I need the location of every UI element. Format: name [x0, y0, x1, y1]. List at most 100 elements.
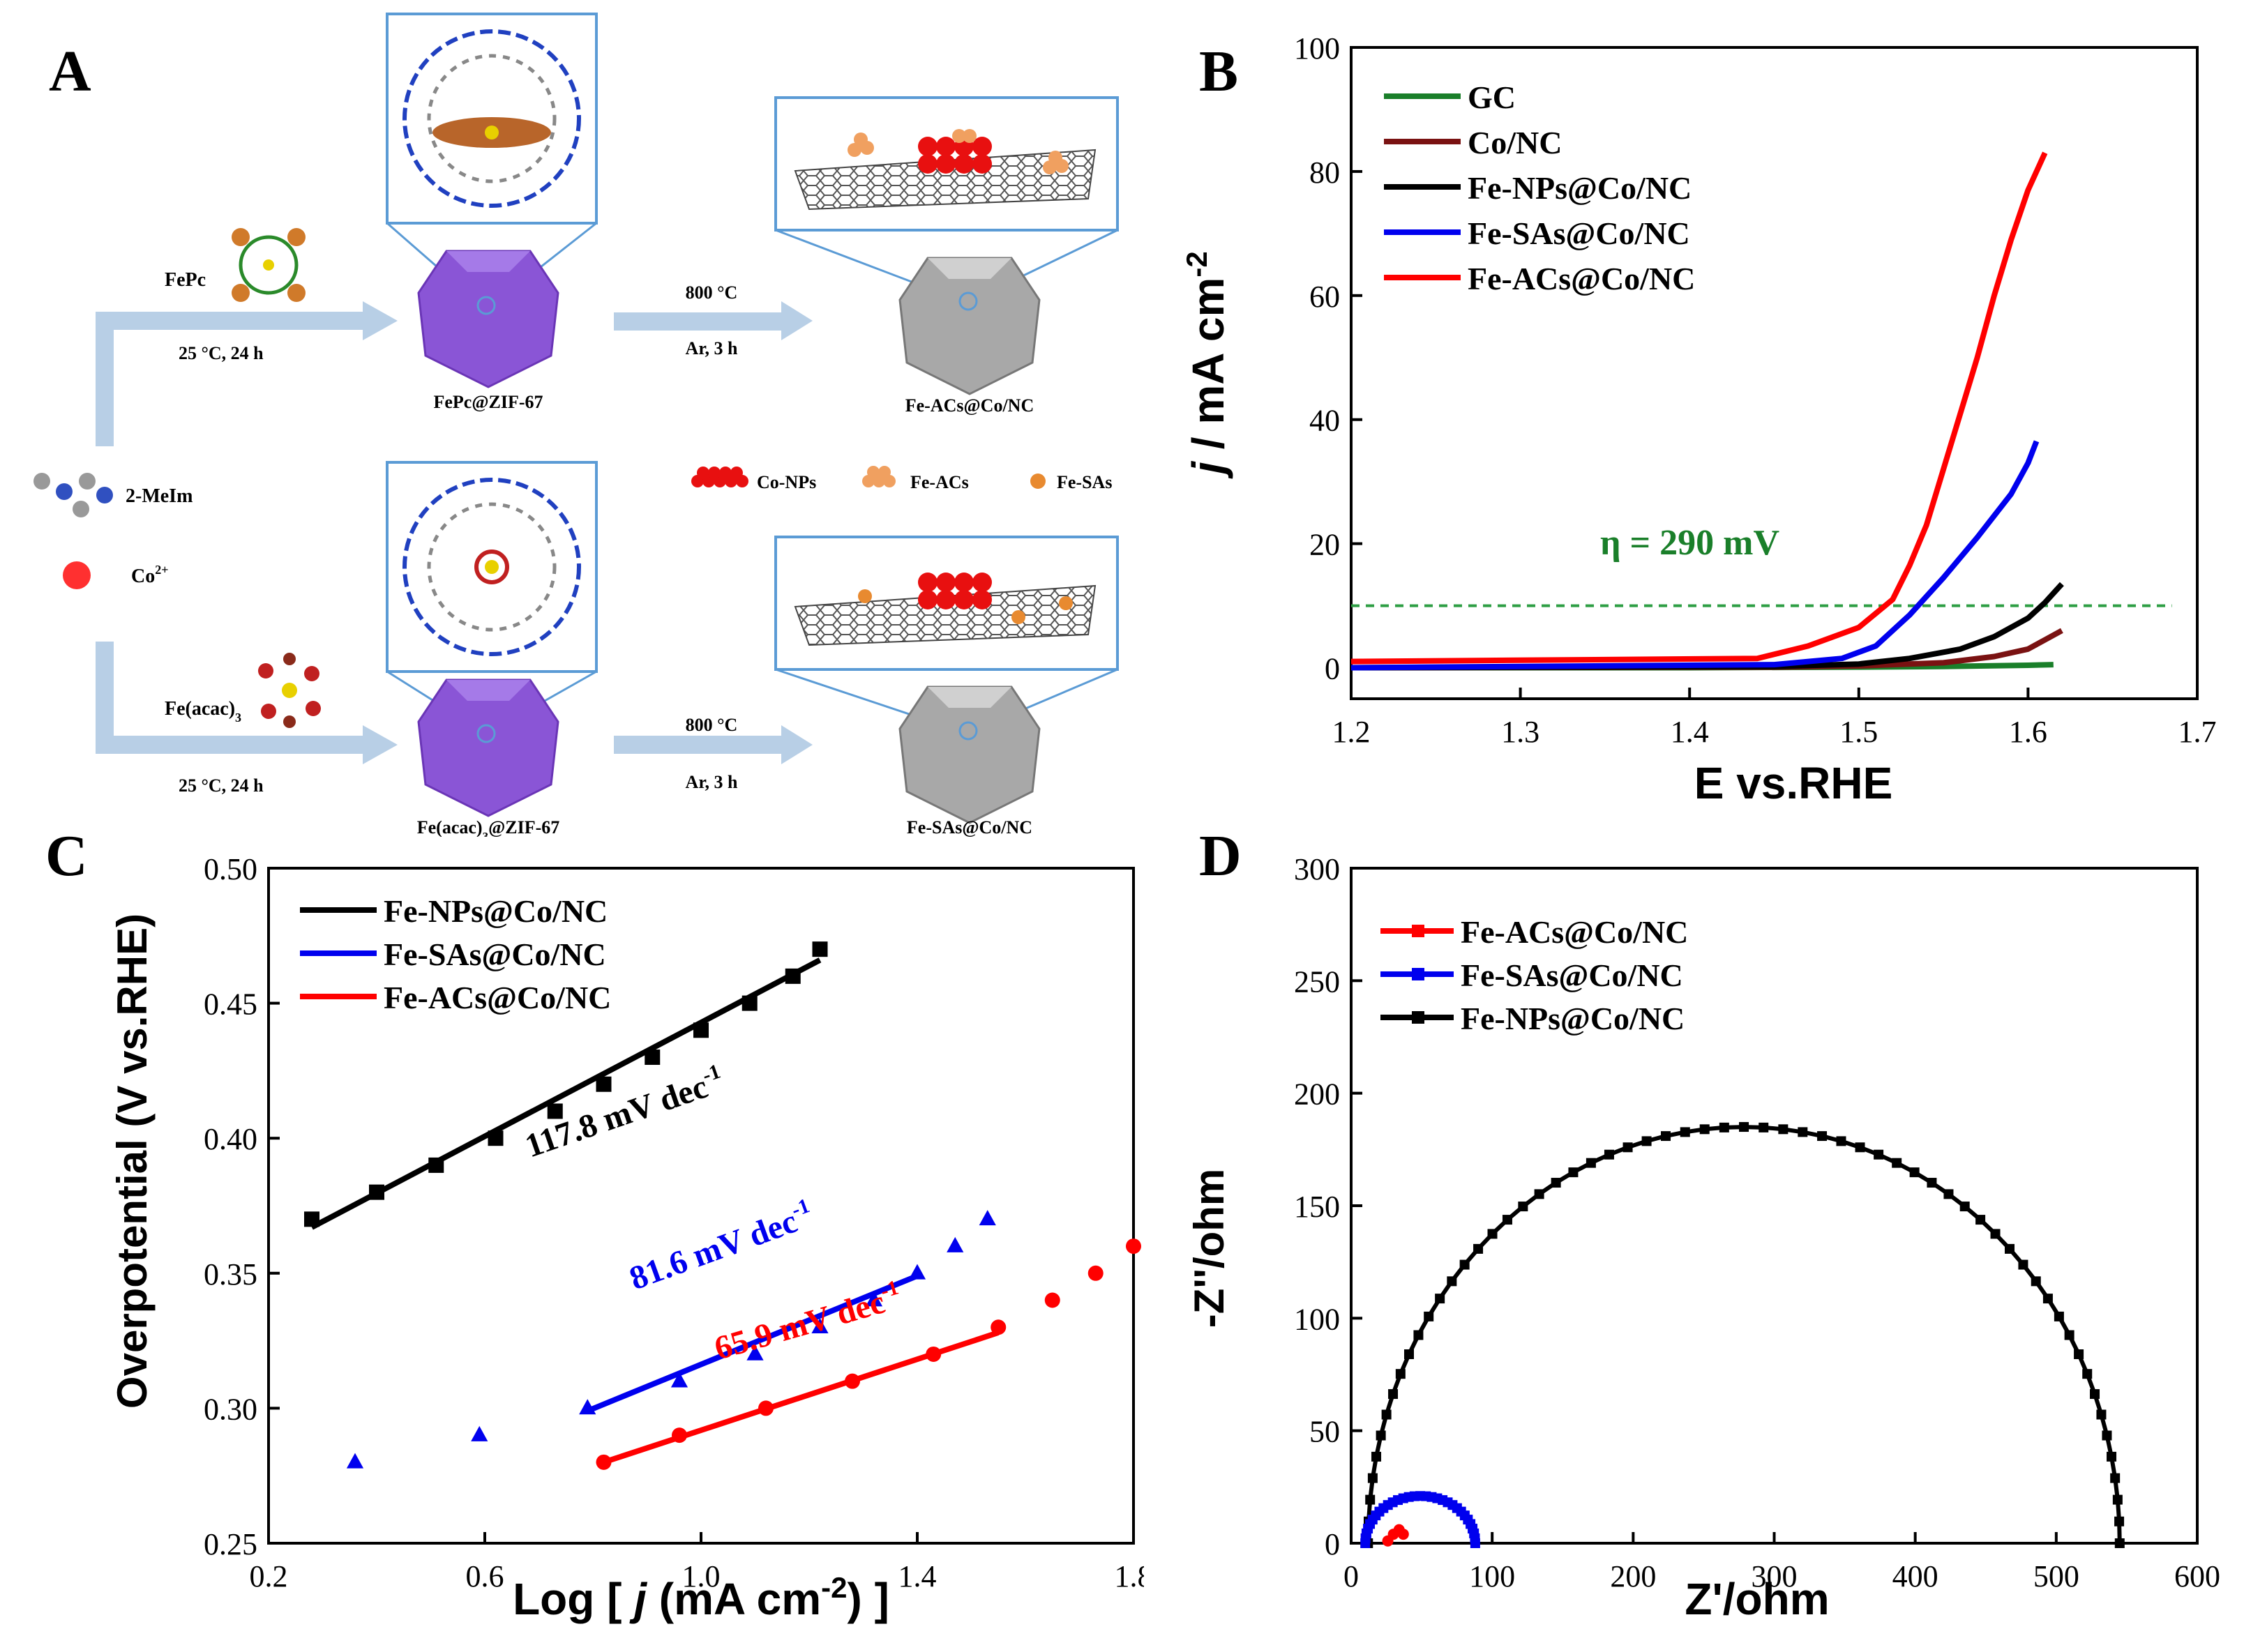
chart-b-x-tick-label: 1.2: [1332, 715, 1371, 749]
co-ion-icon: [63, 561, 91, 589]
panel-label-b: B: [1199, 39, 1238, 104]
chart-d-point-fe-nps-co-nc: [1661, 1131, 1671, 1142]
fe-sas-legend-icon: [1030, 473, 1046, 489]
chart-c-point-fe-nps-co-nc: [812, 941, 828, 957]
chart-c-y-tick-label: 0.30: [204, 1392, 257, 1426]
bottom-step1-condition: 25 °C, 24 h: [179, 775, 264, 796]
chart-d-point-fe-nps-co-nc: [1975, 1215, 1986, 1225]
chart-d-point-fe-nps-co-nc: [1719, 1122, 1729, 1132]
chart-c-legend-label-fe-nps-co-nc: Fe-NPs@Co/NC: [384, 893, 608, 929]
chart-c-y-tick-label: 0.45: [204, 987, 257, 1022]
chart-b-legend-label-fe-sas-co-nc: Fe-SAs@Co/NC: [1468, 215, 1690, 251]
chart-d-point-fe-nps-co-nc: [1367, 1473, 1378, 1483]
top-zif-inset-box: [386, 13, 598, 225]
chart-d-point-fe-nps-co-nc: [2110, 1473, 2121, 1483]
chart-b-y-tick-label: 80: [1309, 156, 1340, 190]
chart-d-point-fe-nps-co-nc: [1534, 1189, 1544, 1199]
chart-b-x-tick-label: 1.7: [2178, 715, 2217, 749]
top-route-arrowhead: [363, 301, 398, 340]
chart-d-y-tick-label: 100: [1294, 1302, 1340, 1336]
chart-d-point-fe-nps-co-nc: [2114, 1538, 2125, 1548]
co-ion-label: Co2+: [131, 563, 169, 587]
chart-d-point-fe-nps-co-nc: [1739, 1122, 1749, 1132]
chart-d-legend-marker-fe-nps-co-nc: [1412, 1011, 1424, 1024]
chart-d-x-tick-label: 600: [2174, 1559, 2220, 1593]
chart-b-lsv: B 1.2 1.3 1.4 1.5 1.6 1.7 0 20 40 60 80 100 GC Co/NC F…: [1180, 31, 2217, 808]
fe-sas-legend-label: Fe-SAs: [1057, 472, 1112, 492]
slope-label-fe-acs: 65.9 mV dec-1: [709, 1276, 905, 1367]
chart-d-point-fe-nps-co-nc: [1641, 1136, 1652, 1146]
top-zif-polyhedron: [417, 250, 559, 388]
chart-d-point-fe-nps-co-nc: [1855, 1142, 1865, 1153]
chart-d-point-fe-nps-co-nc: [1424, 1311, 1434, 1321]
chart-d-point-fe-nps-co-nc: [1604, 1149, 1614, 1160]
chart-c-y-tick-label: 0.40: [204, 1122, 257, 1156]
chart-d-point-fe-nps-co-nc: [1518, 1202, 1528, 1212]
chart-c-point-fe-nps-co-nc: [645, 1049, 661, 1066]
chart-d-point-fe-nps-co-nc: [1403, 1349, 1414, 1359]
chart-d-x-tick-label: 300: [1752, 1559, 1798, 1593]
fepc-label: FePc: [165, 269, 206, 291]
chart-d-point-fe-nps-co-nc: [1435, 1294, 1445, 1304]
bottom-co-nanoparticles: [918, 573, 992, 609]
chart-d-point-fe-nps-co-nc: [1502, 1215, 1512, 1225]
top-precursor-label: FePc@ZIF-67: [433, 392, 543, 412]
chart-d-point-fe-nps-co-nc: [1388, 1389, 1399, 1400]
chart-b-x-tick-label: 1.3: [1501, 715, 1539, 749]
chart-b-legend-label-fe-nps-co-nc: Fe-NPs@Co/NC: [1468, 170, 1692, 206]
chart-b-ylabel: j / mA cm-2: [1180, 251, 1233, 479]
chart-d-point-fe-nps-co-nc: [2064, 1330, 2074, 1340]
bottom-product-polyhedron-face: [928, 687, 1011, 708]
chart-d-point-fe-nps-co-nc: [1680, 1127, 1690, 1137]
chart-d-point-fe-nps-co-nc: [1836, 1136, 1846, 1146]
chart-c-point-fe-acs-co-nc: [1126, 1238, 1141, 1255]
chart-d-y-tick-label: 0: [1325, 1527, 1340, 1561]
top-product-polyhedron: [898, 257, 1041, 395]
top-product-label: Fe-ACs@Co/NC: [905, 395, 1034, 416]
bottom-precursor-label: Fe(acac)3@ZIF-67: [417, 817, 560, 837]
chart-d-point-fe-nps-co-nc: [1413, 1330, 1424, 1340]
chart-b-legend-label-gc: GC: [1468, 79, 1516, 115]
co-nps-legend-icon: [691, 467, 748, 487]
chart-b-line-fe-sas-co-nc: [1350, 440, 2040, 671]
fe-acac-molecule-icon: [258, 653, 321, 728]
bottom-route-arrow: [96, 642, 363, 754]
chart-c-fit-fe-sas-co-nc: [586, 1273, 919, 1414]
chart-b-y-tick-label: 40: [1309, 404, 1340, 438]
chart-b-xlabel: E vs.RHE: [1694, 758, 1893, 808]
chart-c-point-fe-sas-co-nc: [811, 1318, 829, 1334]
bottom-product-polyhedron: [898, 685, 1041, 824]
chart-d-point-fe-nps-co-nc: [1892, 1158, 1902, 1168]
top-fe-clusters: [848, 129, 1069, 174]
chart-d-y-tick-label: 150: [1294, 1190, 1340, 1224]
chart-d-point-fe-nps-co-nc: [2042, 1294, 2053, 1304]
chart-c-fit-fe-acs-co-nc: [603, 1330, 1000, 1465]
panel-label-a: A: [49, 39, 91, 104]
chart-d-xlabel: Z'/ohm: [1685, 1574, 1829, 1624]
bottom-carbon-sheet: [794, 584, 1097, 646]
bottom-product-label: Fe-SAs@Co/NC: [907, 817, 1032, 837]
chart-d-point-fe-nps-co-nc: [1371, 1451, 1382, 1462]
chart-b-legend-label-co-nc: Co/NC: [1468, 125, 1562, 160]
bottom-pyrolysis-arrow: [614, 736, 781, 754]
bottom-zif-framework-image: [402, 478, 581, 656]
chart-d-x-tick-label: 0: [1343, 1559, 1359, 1593]
chart-d-point-fe-nps-co-nc: [1699, 1124, 1710, 1135]
chart-d-point-fe-nps-co-nc: [1909, 1167, 1920, 1178]
chart-d-point-fe-nps-co-nc: [2082, 1369, 2093, 1379]
bottom-zif-polyhedron-face: [446, 680, 530, 701]
bottom-pyrolysis-temp: 800 °C: [686, 715, 738, 735]
chart-c-legend-label-fe-acs-co-nc: Fe-ACs@Co/NC: [384, 980, 611, 1015]
top-pyrolysis-arrowhead: [781, 301, 813, 340]
bottom-route-arrowhead: [363, 725, 398, 764]
chart-d-point-fe-nps-co-nc: [1381, 1409, 1392, 1420]
chart-d-point-fe-nps-co-nc: [1376, 1430, 1386, 1441]
chart-d-point-fe-nps-co-nc: [2018, 1259, 2028, 1270]
chart-d-point-fe-nps-co-nc: [1395, 1369, 1406, 1379]
chart-c-point-fe-nps-co-nc: [547, 1103, 563, 1119]
chart-b-y-tick-label: 100: [1294, 31, 1340, 66]
chart-c-point-fe-sas-co-nc: [346, 1453, 364, 1469]
chart-c-point-fe-sas-co-nc: [947, 1236, 964, 1252]
chart-c-legend-label-fe-sas-co-nc: Fe-SAs@Co/NC: [384, 937, 606, 972]
chart-d-point-fe-nps-co-nc: [1473, 1243, 1484, 1254]
